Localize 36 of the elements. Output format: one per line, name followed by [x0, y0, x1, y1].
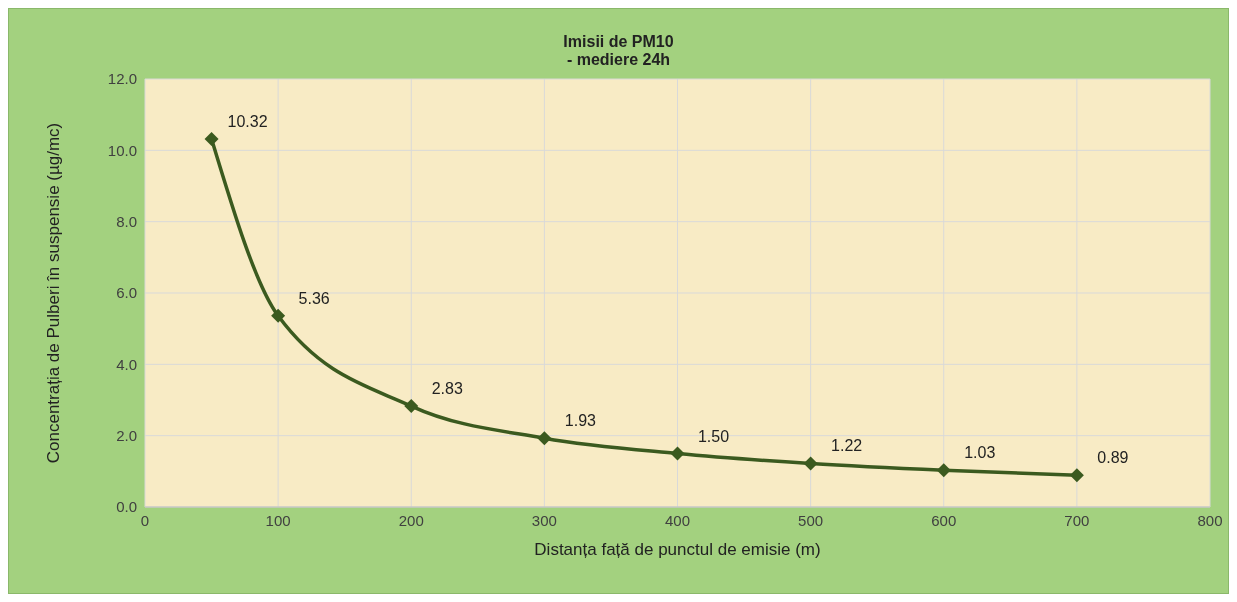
data-label: 5.36: [298, 289, 330, 307]
data-label: 1.03: [964, 444, 996, 462]
x-axis-title: Distanța față de punctul de emisie (m): [534, 540, 821, 559]
data-label: 1.22: [831, 437, 863, 455]
chart-subtitle: - mediere 24h: [565, 51, 672, 69]
y-tick-label: 12.0: [107, 70, 137, 88]
point: [1069, 468, 1084, 483]
x-tick-label: 0: [140, 511, 150, 529]
x-tick-label: 600: [931, 511, 957, 529]
point: [271, 308, 286, 323]
point: [204, 131, 219, 146]
point: [936, 463, 951, 478]
data-label: 2.83: [431, 380, 463, 398]
x-tick-label: 200: [398, 511, 424, 529]
y-axis-title: Concentrația de Pulberi în suspensie (µg/mc): [44, 122, 64, 464]
y-tick-label: 8.0: [116, 212, 137, 230]
x-tick-label: 700: [1064, 511, 1090, 529]
y-tick-label: 4.0: [116, 355, 137, 373]
x-tick-label: 400: [664, 511, 691, 529]
x-tick-label: 500: [798, 511, 824, 529]
point: [803, 456, 818, 471]
x-tick-label: 100: [265, 511, 291, 529]
chart-title: Imisii de PM10: [562, 33, 675, 51]
y-tick-label: 10.0: [107, 141, 137, 159]
y-tick-label: 2.0: [116, 426, 137, 444]
data-label: 10.32: [227, 112, 268, 130]
point: [670, 446, 685, 461]
data-label: 0.89: [1097, 449, 1129, 467]
data-label: 1.93: [564, 412, 597, 430]
x-tick-label: 300: [531, 511, 557, 529]
x-tick-label: 800: [1197, 511, 1223, 529]
y-tick-label: 6.0: [116, 284, 137, 302]
point: [537, 431, 552, 446]
data-label: 1.50: [697, 427, 730, 445]
point: [404, 399, 419, 414]
y-tick-label: 0.0: [116, 498, 137, 516]
